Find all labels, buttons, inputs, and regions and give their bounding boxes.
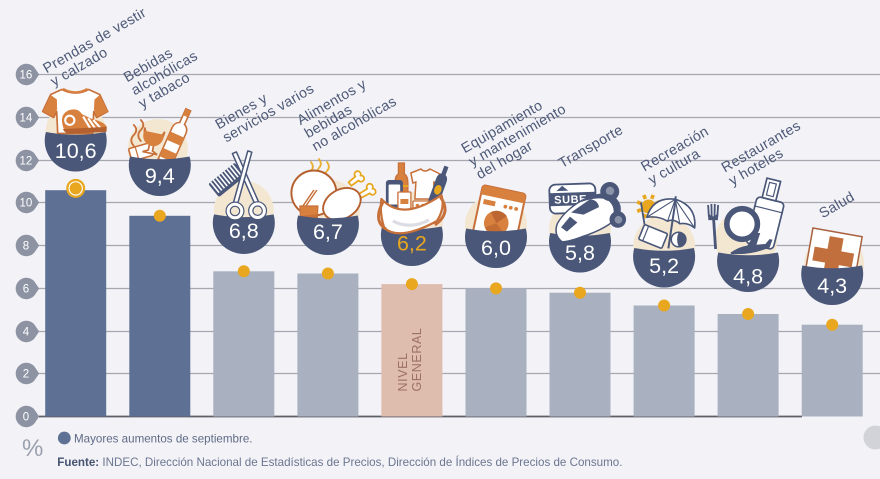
svg-text:2: 2 bbox=[23, 369, 29, 381]
svg-text:NIVEL: NIVEL bbox=[396, 352, 410, 391]
svg-text:4,8: 4,8 bbox=[733, 265, 763, 289]
svg-text:12: 12 bbox=[20, 156, 33, 168]
svg-text:0: 0 bbox=[23, 412, 29, 424]
svg-text:6,2: 6,2 bbox=[397, 232, 427, 256]
svg-text:4: 4 bbox=[23, 327, 30, 339]
svg-text:6,0: 6,0 bbox=[481, 236, 511, 260]
svg-text:Fuente: INDEC, Dirección Nacio: Fuente: INDEC, Dirección Nacional de Est… bbox=[57, 456, 622, 469]
svg-text:4,3: 4,3 bbox=[817, 274, 847, 298]
svg-text:6,7: 6,7 bbox=[313, 220, 343, 244]
svg-text:Mayores aumentos de septiembre: Mayores aumentos de septiembre. bbox=[74, 433, 253, 446]
svg-text:6: 6 bbox=[23, 284, 29, 296]
svg-text:16: 16 bbox=[20, 70, 33, 82]
svg-text:8: 8 bbox=[23, 241, 29, 253]
svg-text:9,4: 9,4 bbox=[145, 164, 175, 188]
svg-text:6,8: 6,8 bbox=[229, 219, 259, 243]
svg-text:5,2: 5,2 bbox=[649, 254, 679, 278]
svg-text:14: 14 bbox=[20, 113, 33, 125]
svg-text:%: % bbox=[22, 435, 43, 462]
svg-text:10,6: 10,6 bbox=[55, 139, 97, 163]
svg-text:10: 10 bbox=[20, 198, 33, 210]
svg-text:5,8: 5,8 bbox=[565, 241, 595, 265]
svg-text:GENERAL: GENERAL bbox=[410, 328, 424, 392]
